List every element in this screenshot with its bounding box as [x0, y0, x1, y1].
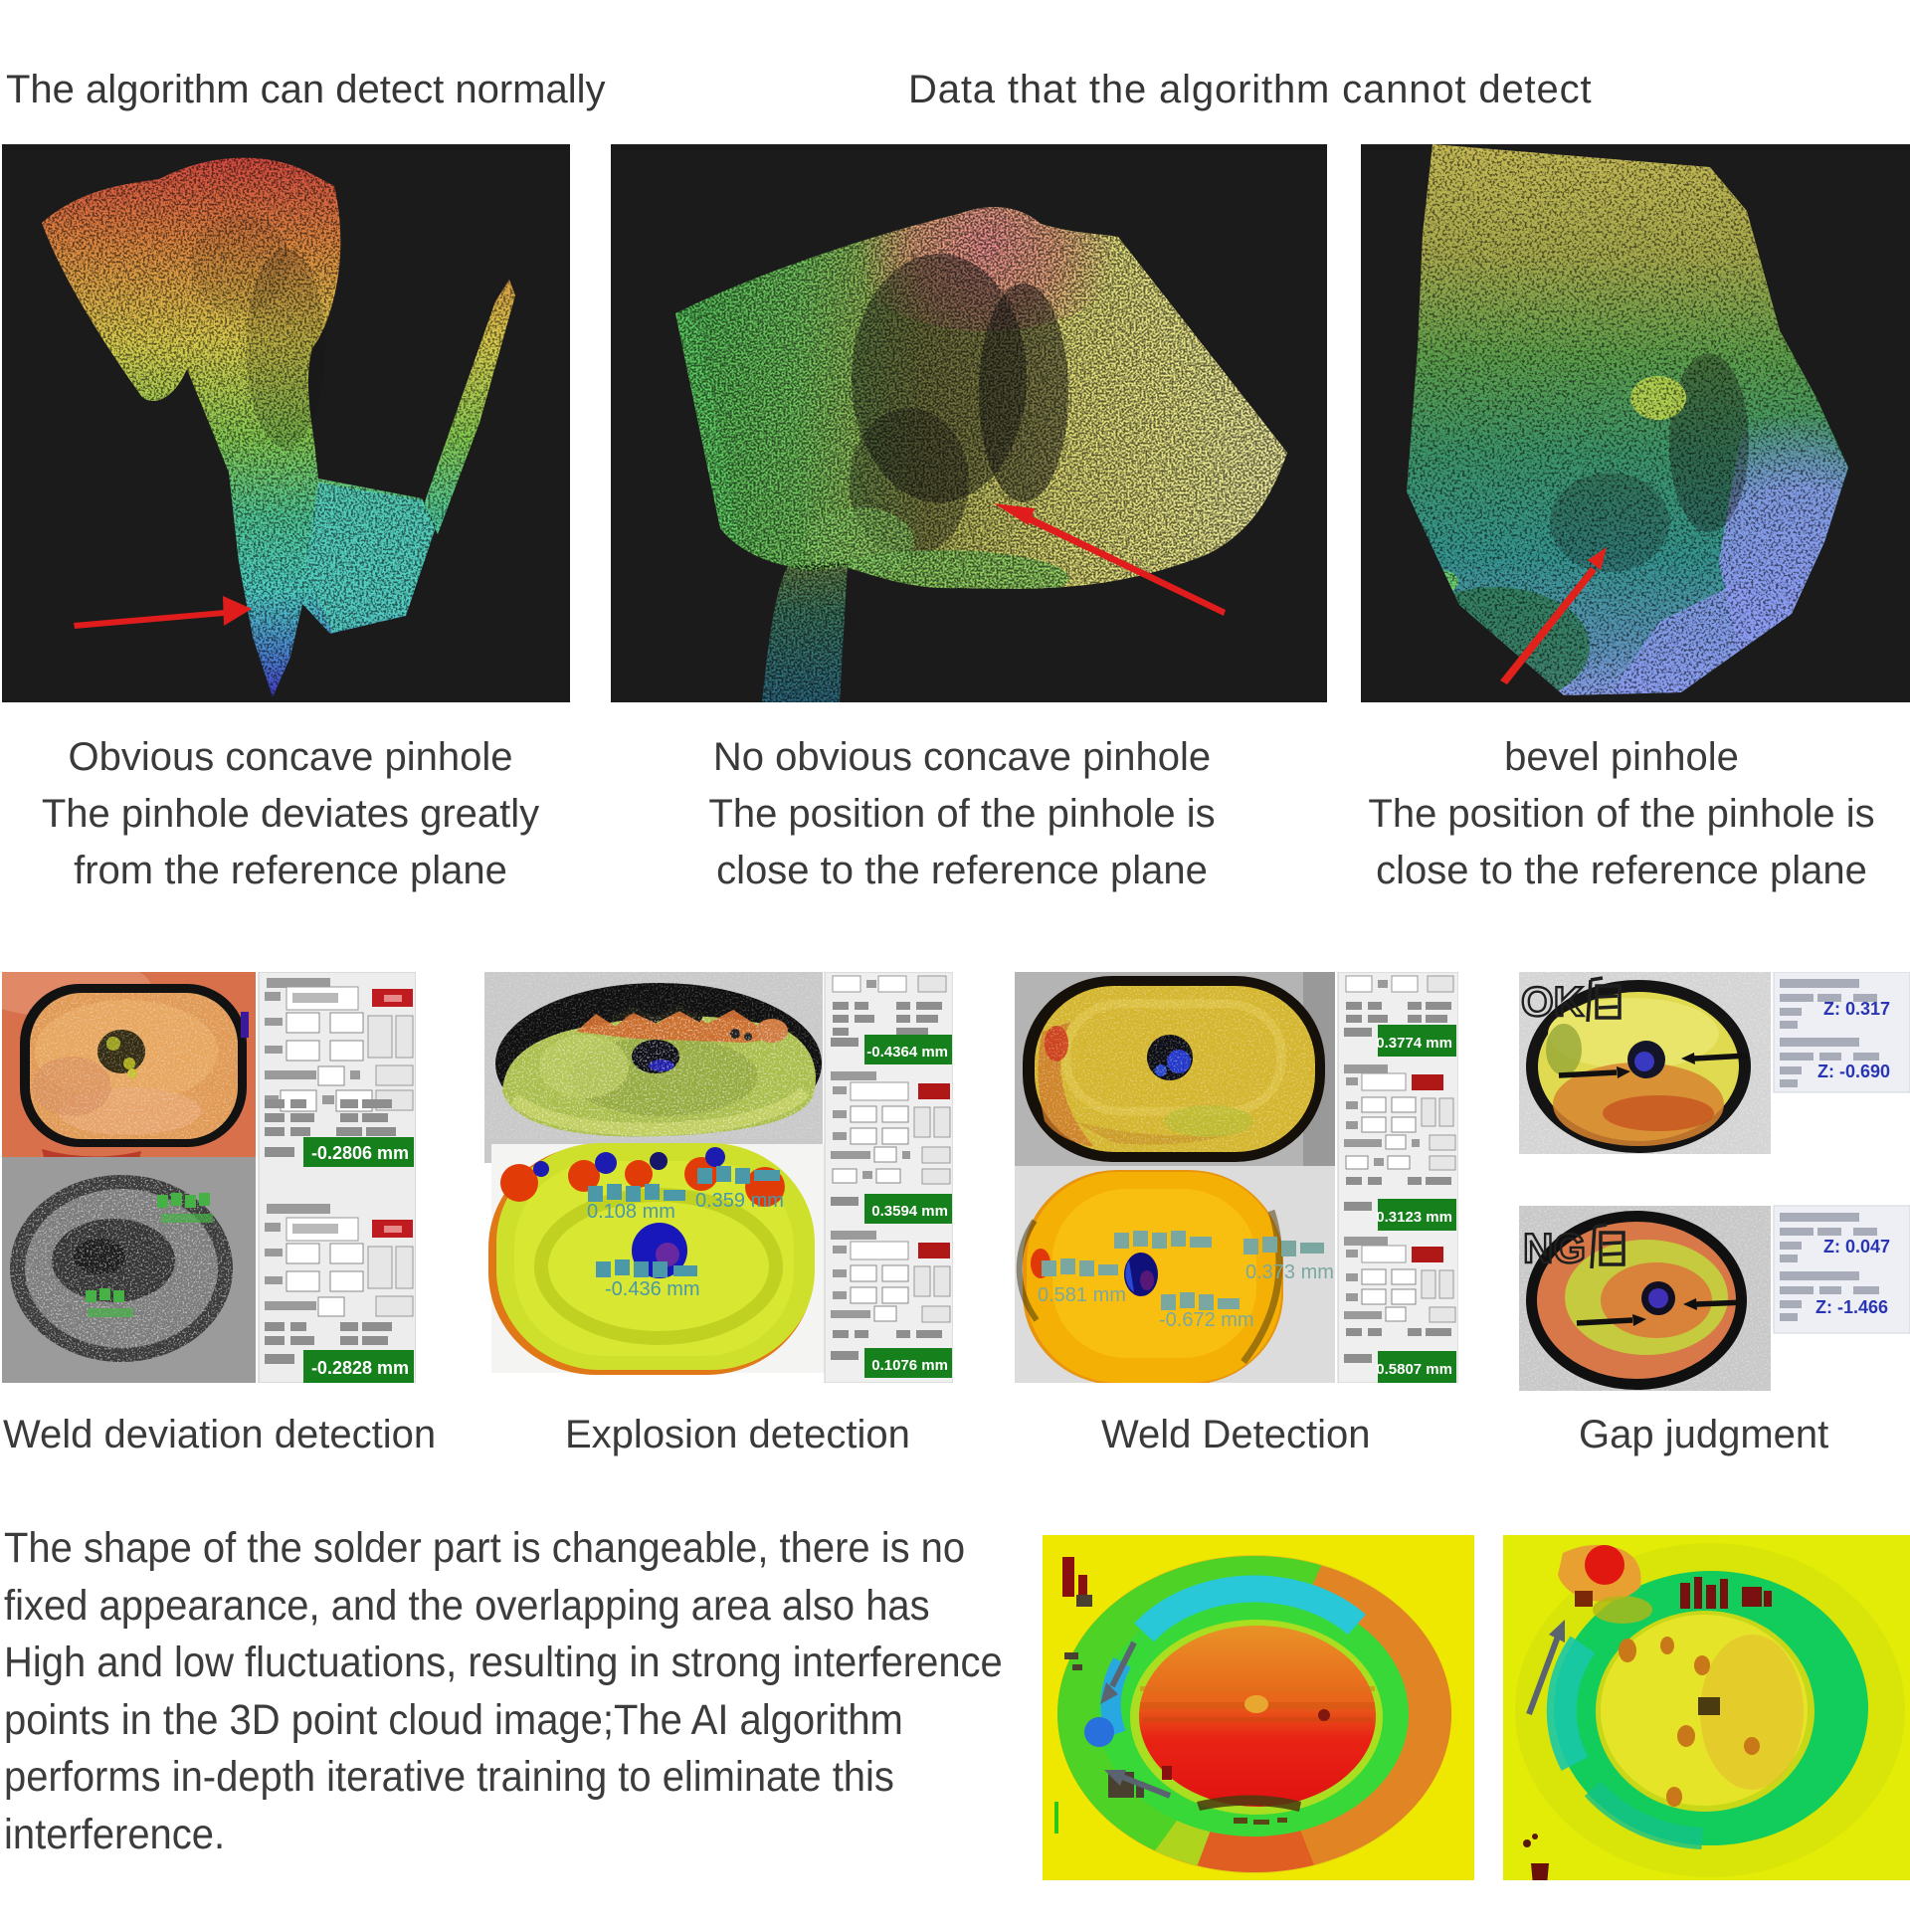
svg-text:OK: OK: [1521, 978, 1584, 1025]
svg-text:NG: NG: [1523, 1225, 1586, 1271]
svg-text:0.5807 mm: 0.5807 mm: [1376, 1361, 1452, 1378]
svg-text:0.3123 mm: 0.3123 mm: [1376, 1209, 1452, 1226]
svg-text:0.3774 mm: 0.3774 mm: [1376, 1035, 1452, 1052]
svg-text:Z: -0.690: Z: -0.690: [1817, 1062, 1890, 1081]
svg-text:-0.2806 mm: -0.2806 mm: [311, 1143, 409, 1163]
svg-text:0.1076 mm: 0.1076 mm: [871, 1357, 948, 1374]
svg-text:-0.672 mm: -0.672 mm: [1159, 1309, 1254, 1331]
svg-text:Z: -1.466: Z: -1.466: [1815, 1297, 1888, 1317]
svg-text:0.373 mm: 0.373 mm: [1245, 1261, 1334, 1283]
svg-text:0.108 mm: 0.108 mm: [587, 1201, 675, 1223]
svg-text:-0.4364 mm: -0.4364 mm: [866, 1044, 948, 1061]
svg-text:-0.2828 mm: -0.2828 mm: [311, 1358, 409, 1378]
svg-text:-0.436 mm: -0.436 mm: [605, 1278, 700, 1300]
svg-text:0.359 mm: 0.359 mm: [695, 1190, 784, 1212]
svg-text:Z: 0.047: Z: 0.047: [1823, 1237, 1890, 1256]
svg-text:0.3594 mm: 0.3594 mm: [871, 1203, 948, 1220]
svg-text:Z: 0.317: Z: 0.317: [1823, 999, 1890, 1019]
svg-text:0.581 mm: 0.581 mm: [1038, 1284, 1126, 1306]
